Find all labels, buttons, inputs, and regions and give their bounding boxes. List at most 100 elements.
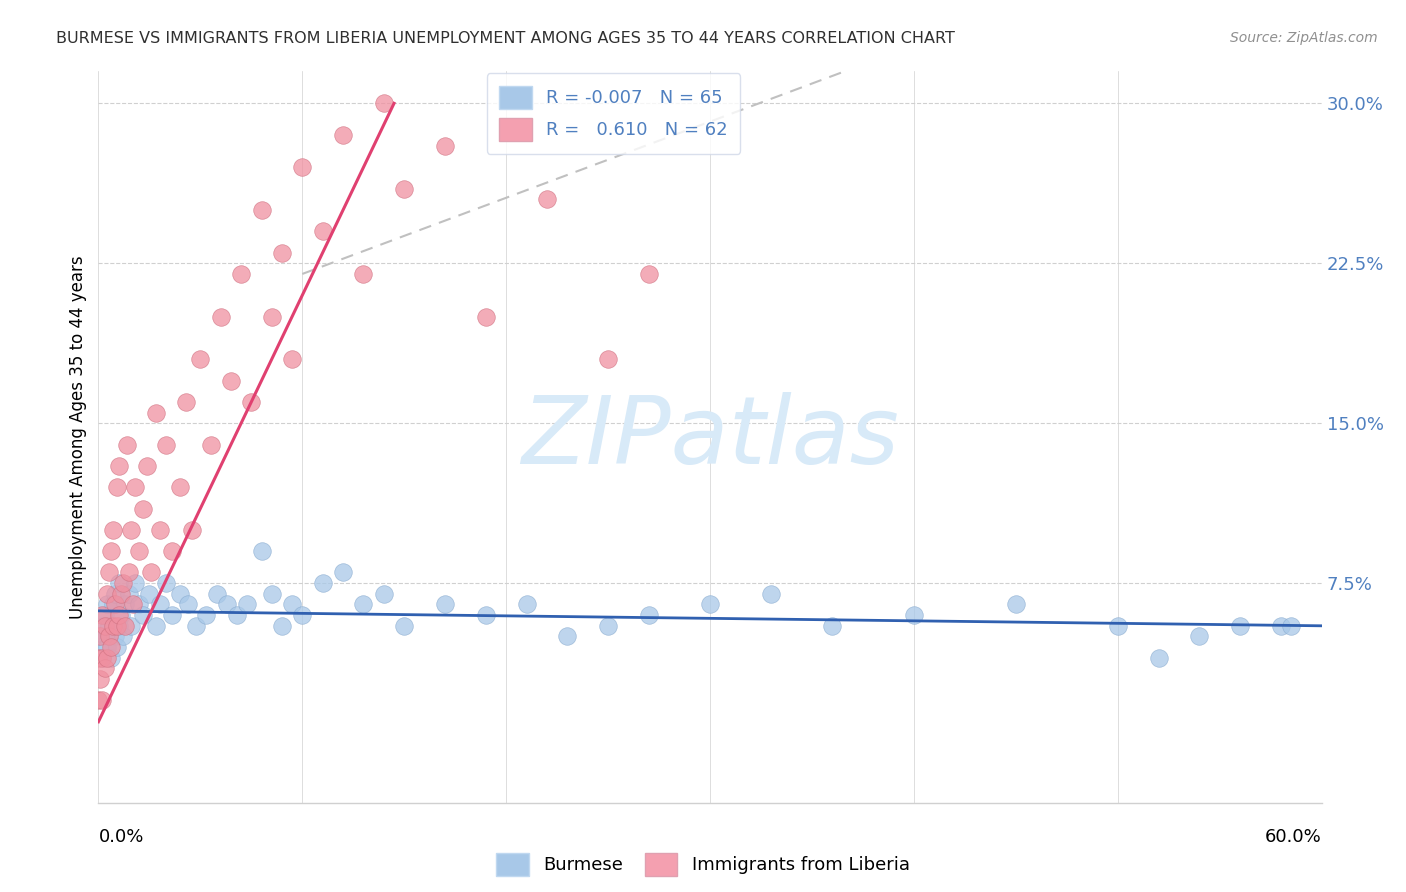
Point [96, 640, 118, 654]
Point [1188, 630, 1211, 644]
Point [97, 566, 120, 580]
Point [1229, 619, 1251, 633]
Point [91, 608, 114, 623]
Point [250, 202, 273, 217]
Point [598, 352, 620, 367]
Point [332, 566, 354, 580]
Point [149, 523, 172, 537]
Point [145, 406, 167, 420]
Point [93, 630, 115, 644]
Point [177, 598, 200, 612]
Point [312, 224, 335, 238]
Point [281, 352, 304, 367]
Point [174, 395, 197, 409]
Point [132, 501, 155, 516]
Point [96, 598, 118, 612]
Point [132, 608, 155, 623]
Point [219, 374, 242, 388]
Point [434, 598, 457, 612]
Point [104, 630, 127, 644]
Text: ZIPatlas: ZIPatlas [522, 392, 898, 483]
Point [231, 267, 253, 281]
Point [108, 619, 131, 633]
Point [110, 587, 132, 601]
Point [110, 608, 132, 623]
Point [120, 523, 142, 537]
Point [270, 245, 294, 260]
Point [101, 523, 124, 537]
Point [114, 598, 136, 612]
Point [1147, 650, 1170, 665]
Point [160, 608, 183, 623]
Point [87, 630, 110, 644]
Point [138, 587, 160, 601]
Point [108, 458, 131, 473]
Point [215, 598, 238, 612]
Point [93, 661, 115, 675]
Point [97, 619, 120, 633]
Point [598, 619, 620, 633]
Point [124, 576, 146, 591]
Point [89, 672, 111, 686]
Point [160, 544, 183, 558]
Point [111, 630, 134, 644]
Point [169, 480, 191, 494]
Point [312, 576, 335, 591]
Point [91, 693, 114, 707]
Point [91, 650, 114, 665]
Point [87, 650, 110, 665]
Point [352, 267, 374, 281]
Point [474, 608, 498, 623]
Point [97, 630, 120, 644]
Point [637, 608, 661, 623]
Point [434, 139, 457, 153]
Point [149, 598, 172, 612]
Point [91, 650, 114, 665]
Point [108, 576, 131, 591]
Text: 60.0%: 60.0% [1265, 829, 1322, 847]
Point [186, 619, 208, 633]
Point [260, 587, 283, 601]
Point [270, 619, 294, 633]
Point [118, 587, 141, 601]
Point [97, 630, 120, 644]
Point [87, 693, 110, 707]
Point [226, 608, 249, 623]
Point [96, 587, 118, 601]
Point [136, 458, 159, 473]
Point [169, 587, 191, 601]
Point [155, 576, 177, 591]
Point [291, 161, 314, 175]
Point [128, 544, 150, 558]
Point [89, 640, 111, 654]
Point [260, 310, 283, 324]
Point [89, 630, 111, 644]
Point [555, 630, 579, 644]
Point [100, 650, 122, 665]
Point [516, 598, 538, 612]
Point [373, 587, 395, 601]
Point [188, 352, 212, 367]
Legend: Burmese, Immigrants from Liberia: Burmese, Immigrants from Liberia [489, 846, 917, 883]
Text: BURMESE VS IMMIGRANTS FROM LIBERIA UNEMPLOYMENT AMONG AGES 35 TO 44 YEARS CORREL: BURMESE VS IMMIGRANTS FROM LIBERIA UNEMP… [56, 31, 955, 46]
Point [108, 608, 131, 623]
Point [821, 619, 844, 633]
Point [332, 128, 354, 143]
Point [1270, 619, 1292, 633]
Point [93, 608, 115, 623]
Point [1279, 619, 1302, 633]
Point [124, 480, 146, 494]
Point [100, 640, 122, 654]
Point [761, 587, 783, 601]
Point [1107, 619, 1129, 633]
Point [291, 608, 314, 623]
Point [111, 576, 134, 591]
Point [637, 267, 661, 281]
Point [1004, 598, 1026, 612]
Point [118, 566, 141, 580]
Point [903, 608, 925, 623]
Text: Source: ZipAtlas.com: Source: ZipAtlas.com [1230, 31, 1378, 45]
Point [155, 437, 177, 451]
Point [240, 395, 263, 409]
Point [105, 480, 128, 494]
